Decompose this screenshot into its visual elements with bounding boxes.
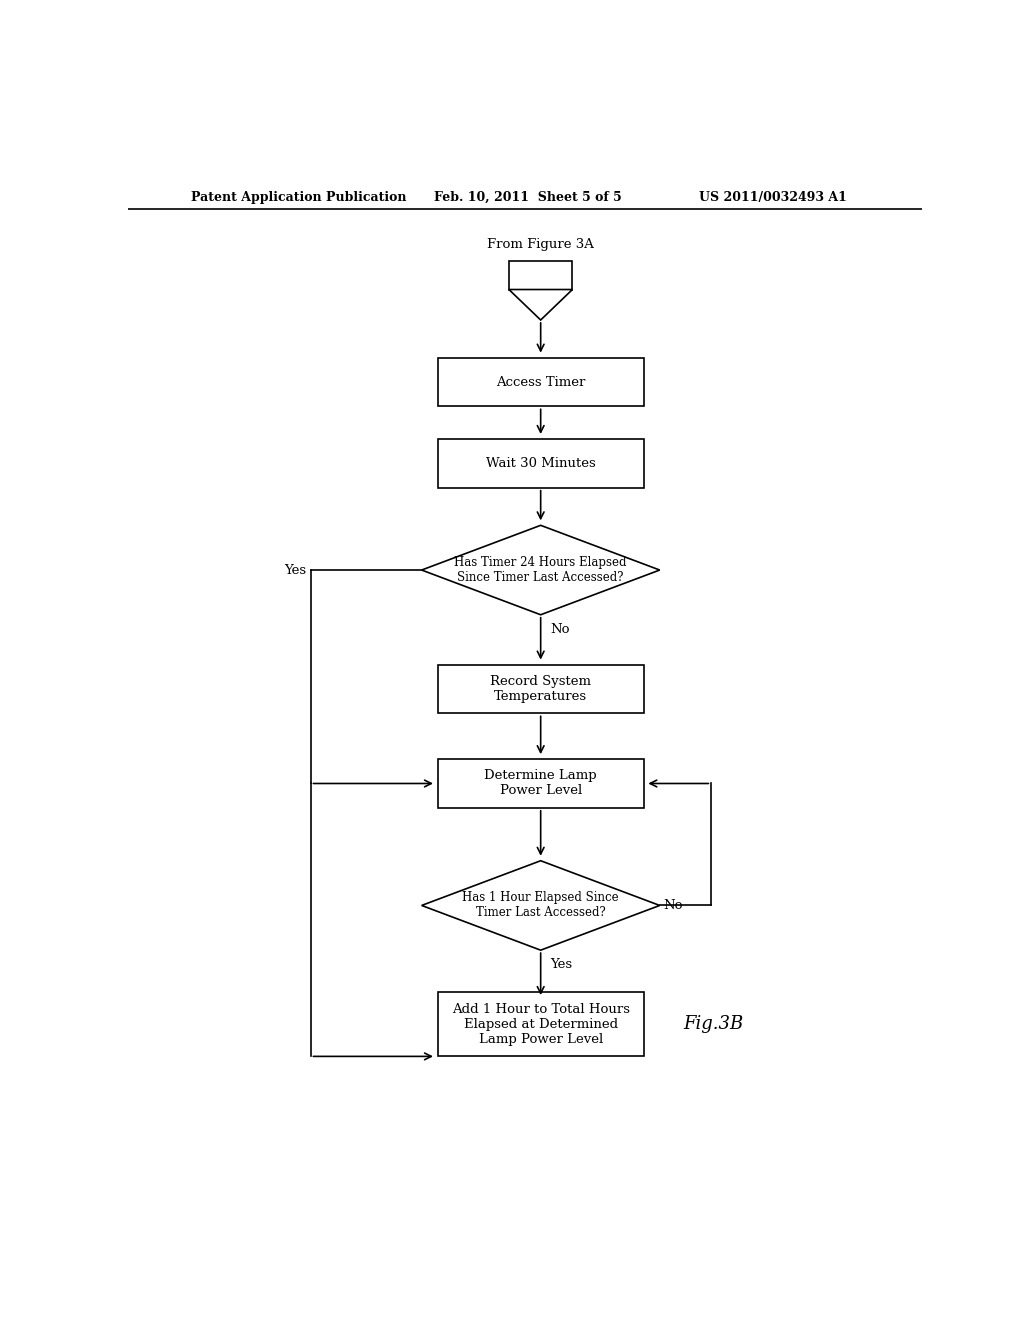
Text: US 2011/0032493 A1: US 2011/0032493 A1 (699, 190, 847, 203)
Text: Has 1 Hour Elapsed Since
Timer Last Accessed?: Has 1 Hour Elapsed Since Timer Last Acce… (463, 891, 618, 920)
Polygon shape (509, 289, 572, 319)
Text: Has Timer 24 Hours Elapsed
Since Timer Last Accessed?: Has Timer 24 Hours Elapsed Since Timer L… (455, 556, 627, 583)
Bar (437, 664, 644, 713)
Bar (437, 358, 644, 407)
Polygon shape (422, 525, 659, 615)
Text: Access Timer: Access Timer (496, 375, 586, 388)
Text: From Figure 3A: From Figure 3A (487, 238, 594, 251)
Polygon shape (422, 861, 659, 950)
Text: Patent Application Publication: Patent Application Publication (191, 190, 407, 203)
Text: Determine Lamp
Power Level: Determine Lamp Power Level (484, 770, 597, 797)
Bar (437, 440, 644, 487)
Text: Yes: Yes (285, 564, 306, 577)
Text: Fig.3B: Fig.3B (684, 1015, 743, 1034)
Text: No: No (550, 623, 569, 636)
Bar (437, 993, 644, 1056)
Text: Wait 30 Minutes: Wait 30 Minutes (485, 457, 596, 470)
Text: Record System
Temperatures: Record System Temperatures (490, 675, 591, 704)
Text: Yes: Yes (550, 958, 572, 972)
Text: No: No (664, 899, 683, 912)
Text: Feb. 10, 2011  Sheet 5 of 5: Feb. 10, 2011 Sheet 5 of 5 (433, 190, 622, 203)
Bar (437, 759, 644, 808)
Text: Add 1 Hour to Total Hours
Elapsed at Determined
Lamp Power Level: Add 1 Hour to Total Hours Elapsed at Det… (452, 1003, 630, 1045)
Bar (509, 261, 572, 289)
